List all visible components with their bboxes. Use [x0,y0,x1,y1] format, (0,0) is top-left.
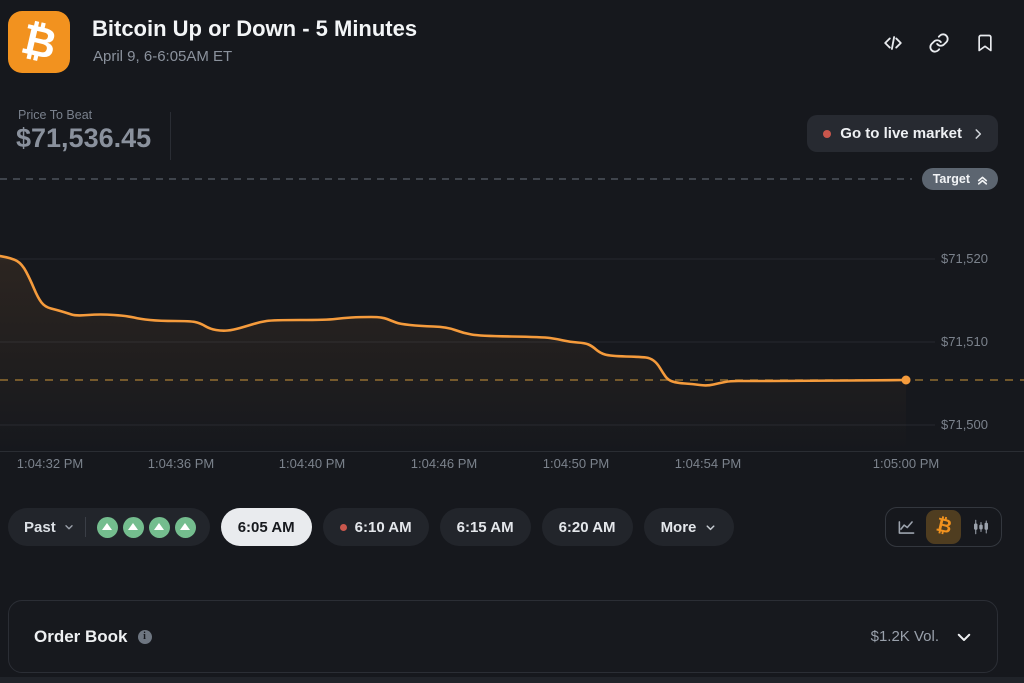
target-badge-label: Target [932,172,970,186]
page-subtitle: April 9, 6-6:05AM ET [93,48,233,65]
tab-label: 6:20 AM [558,518,616,536]
past-result-up-icon[interactable] [174,516,196,538]
tab-label: 6:10 AM [354,518,412,536]
chart-last-point-dot [901,375,911,385]
chevron-down-icon[interactable] [955,628,973,646]
bitcoin-logo: ₿ [8,11,70,73]
bitcoin-icon[interactable]: ₿ [926,510,961,544]
tab-6-15-am[interactable]: 6:15 AM [439,508,531,546]
past-result-up-icon[interactable] [122,516,144,538]
double-chevron-up-icon [977,176,988,185]
price-chart[interactable] [0,176,1024,453]
embed-code-icon[interactable] [882,32,904,54]
x-axis-tick: 1:04:50 PM [542,456,610,471]
more-label: More [660,518,697,536]
tab-6-20-am[interactable]: 6:20 AM [541,508,633,546]
tab-label: 6:15 AM [456,518,514,536]
target-badge[interactable]: Target [921,168,998,190]
copy-link-icon[interactable] [928,32,950,54]
more-dropdown[interactable]: More [643,508,735,546]
go-to-live-market-button[interactable]: Go to live market [807,115,998,152]
line-chart-icon[interactable] [889,510,924,544]
chart-price-line [0,254,908,387]
live-button-label: Go to live market [840,125,962,142]
past-dropdown[interactable]: Past [24,518,56,536]
header-actions [882,32,996,54]
price-to-beat-value: $71,536.45 [16,123,152,153]
y-axis-tick: $71,520 [941,251,988,266]
price-to-beat-label: Price To Beat [18,108,93,122]
tab-label: 6:05 AM [237,518,295,536]
x-axis-tick: 1:05:00 PM [872,456,940,471]
chevron-down-icon [706,524,715,530]
x-axis-tick: 1:04:32 PM [16,456,84,471]
divider [84,517,86,537]
order-book-card[interactable]: Order Book i $1.2K Vol. [8,600,998,673]
divider [170,112,171,160]
bitcoin-symbol: ₿ [17,14,62,69]
bookmark-icon[interactable] [974,32,996,54]
x-axis-tick: 1:04:36 PM [147,456,215,471]
past-result-up-icon[interactable] [148,516,170,538]
y-axis-tick: $71,510 [941,334,988,349]
info-icon[interactable]: i [137,629,152,644]
chevron-right-icon [975,128,982,139]
chevron-down-icon[interactable] [63,521,75,533]
page-title: Bitcoin Up or Down - 5 Minutes [92,16,418,41]
candlestick-icon[interactable] [963,510,998,544]
past-results-group: Past [8,508,210,546]
tab-6-05-am[interactable]: 6:05 AM [220,508,312,546]
volume-label: $1.2K Vol. [870,628,939,645]
live-dot-icon [823,129,832,138]
order-book-title: Order Book [34,626,128,646]
past-result-up-icon[interactable] [96,516,118,538]
live-dot-icon [339,523,347,531]
next-section-edge [0,677,1024,683]
x-axis-tick: 1:04:46 PM [410,456,478,471]
y-axis-tick: $71,500 [941,417,988,432]
tab-6-10-am[interactable]: 6:10 AM [322,508,429,546]
x-axis-tick: 1:04:54 PM [674,456,742,471]
timeframe-controls: Past 6:05 AM 6:10 AM 6:15 AM 6:20 AM Mor… [8,508,735,546]
chart-area-fill [0,256,906,452]
x-axis-tick: 1:04:40 PM [278,456,346,471]
chart-type-toggle: ₿ [885,507,1002,547]
